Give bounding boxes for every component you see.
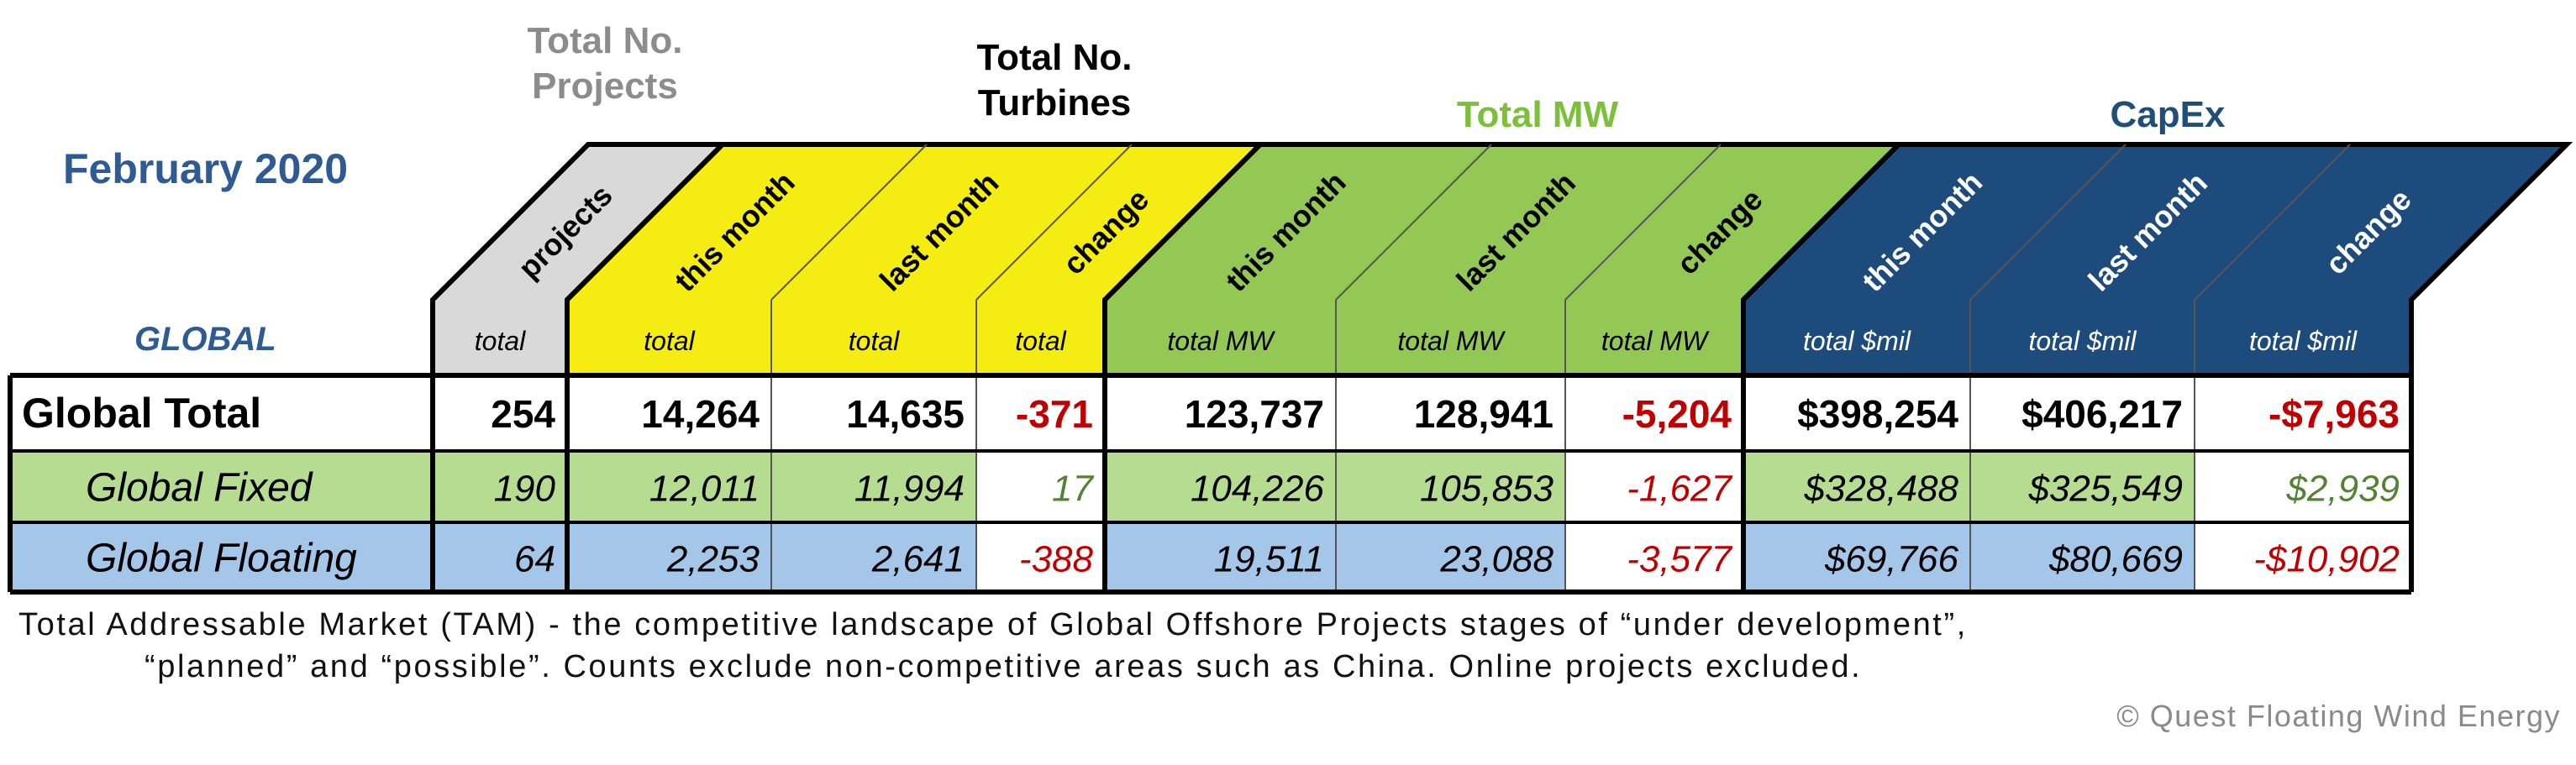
change-cell-background [2195,522,2411,592]
table-cell: 14,264 [641,392,760,436]
header-slant-line [1969,144,2127,301]
table-cell: $398,254 [1797,392,1958,436]
group-title-mw: Total MW [1399,92,1676,138]
footnote-line-1: Total Addressable Market (TAM) - the com… [18,607,1968,642]
header-slant-line [975,144,1133,301]
table-cell: 2,253 [666,539,760,580]
table-cell: 123,737 [1185,392,1324,436]
column-unit: total [849,326,900,356]
table-cell: -$7,963 [2268,392,2400,436]
table-cell: 12,011 [649,469,760,510]
table-cell: 254 [491,392,555,436]
row-background [10,522,2411,592]
region-label: GLOBAL [134,321,276,358]
column-unit: total $mil [2028,326,2137,356]
table-cell: 17 [1052,469,1094,510]
table-cell: -$10,902 [2253,539,2400,580]
column-unit: total MW [1167,326,1275,356]
row-label: Global Total [22,390,261,437]
table-cell: 2,641 [871,539,965,580]
group-title-projects-line1: Total No. [527,20,683,61]
group-title-mw-line1: Total MW [1456,94,1619,135]
table-cell: $406,217 [2021,392,2183,436]
table-cell: 64 [514,539,555,580]
table-cell: -3,577 [1627,539,1732,580]
column-unit: total MW [1397,326,1506,356]
group-title-turbines-line1: Total No. [976,37,1133,78]
change-cell-background [976,522,1105,592]
column-unit: total $mil [1803,326,1911,356]
footnote-line-2: “planned” and “possible”. Counts exclude… [145,649,1863,684]
table-cell: $80,669 [2048,539,2183,580]
table-cell: $328,488 [1803,469,1958,510]
group-title-turbines: Total No. Turbines [916,35,1193,126]
table-cell: 19,511 [1214,539,1324,580]
table-cell: 128,941 [1414,392,1553,436]
table-cell: -371 [1016,392,1093,436]
group-title-capex-line1: CapEx [2110,94,2226,135]
group-title-capex: CapEx [2029,92,2306,138]
change-cell-background [1565,451,1743,522]
header-slant-line [770,144,928,301]
table-cell: 104,226 [1191,469,1325,510]
table-cell: $325,549 [2027,469,2183,510]
table-cell: -5,204 [1622,392,1732,436]
header-slant-line [1564,144,1722,301]
header-slant-line [2194,144,2351,301]
table-cell: 190 [494,469,556,510]
column-unit: total [475,326,526,356]
change-cell-background [2195,451,2411,522]
table-cell: 105,853 [1420,469,1554,510]
table-cell: -388 [1019,539,1094,580]
column-unit: total $mil [2249,326,2358,356]
row-label: Global Floating [86,537,357,581]
group-title-projects-line2: Projects [532,65,678,107]
group-title-turbines-line2: Turbines [977,82,1132,123]
group-title-projects: Total No. Projects [466,18,744,109]
table-cell: $69,766 [1824,539,1959,580]
table-cell: 23,088 [1439,539,1553,580]
column-unit: total MW [1601,326,1710,356]
column-unit: total [644,326,695,356]
row-background [10,451,2411,522]
header-slant-line [1335,144,1492,301]
change-cell-background [1565,522,1743,592]
row-label: Global Fixed [86,466,313,511]
copyright: © Quest Floating Wind Energy [2116,699,2561,733]
report-date: February 2020 [63,145,349,192]
table-cell: $2,939 [2285,469,2400,510]
column-unit: total [1015,326,1066,356]
table-cell: -1,627 [1627,469,1732,510]
table-cell: 11,994 [854,469,965,510]
change-cell-background [976,451,1105,522]
table-cell: 14,635 [846,392,965,436]
